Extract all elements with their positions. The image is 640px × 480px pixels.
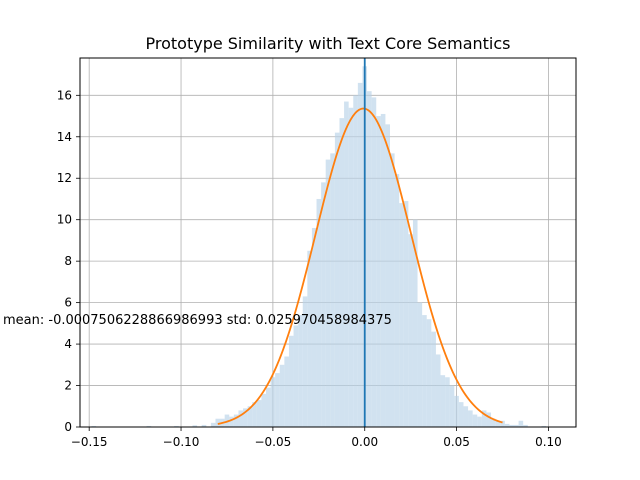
y-tick-label: 4	[64, 337, 72, 351]
histogram-bar	[229, 416, 234, 427]
histogram-bar	[390, 153, 395, 427]
histogram-bar	[422, 315, 427, 427]
histogram-bar	[302, 296, 308, 427]
histogram-bar	[440, 375, 446, 427]
y-tick-label: 6	[64, 296, 72, 310]
histogram-bar	[417, 302, 423, 427]
histogram-bar	[91, 425, 97, 427]
histogram-bar	[385, 124, 390, 427]
histogram-bar	[541, 425, 547, 427]
histogram-bar	[445, 377, 450, 427]
histogram-bar	[316, 198, 322, 427]
histogram-bar	[500, 420, 505, 427]
x-tick-label: 0.00	[351, 435, 378, 449]
histogram-bar	[514, 424, 519, 427]
histogram-bar	[233, 414, 239, 427]
histogram-bar	[504, 423, 510, 427]
histogram-bar	[357, 82, 363, 427]
histogram-bar	[321, 182, 326, 427]
histogram-bar	[412, 219, 418, 427]
histogram-bar	[174, 425, 179, 427]
histogram-bar	[454, 395, 459, 427]
histogram-bar	[275, 373, 280, 427]
histogram-bar	[468, 410, 473, 427]
x-tick-label: −0.10	[163, 435, 200, 449]
histogram-bars	[91, 66, 547, 428]
stats-annotation: mean: -0.0007506228866986993 std: 0.0259…	[3, 313, 392, 328]
histogram-bar	[330, 153, 335, 427]
histogram-bar	[215, 418, 221, 427]
histogram-bar	[431, 331, 436, 427]
histogram-bar	[486, 412, 492, 427]
histogram-bar	[279, 364, 285, 427]
histogram-bar	[293, 325, 299, 427]
histogram-bar	[403, 201, 409, 427]
histogram-bar	[408, 234, 413, 427]
x-tick-label: 0.05	[443, 435, 470, 449]
gaussian-fit-layer	[217, 107, 503, 425]
histogram-bar	[311, 227, 317, 427]
histogram-bar	[238, 410, 244, 427]
y-tick-label: 12	[57, 171, 72, 185]
histogram-bar	[288, 335, 294, 427]
x-tick-label: 0.10	[535, 435, 562, 449]
histogram-bar	[243, 408, 248, 427]
y-tick-label: 8	[64, 254, 72, 268]
histogram-bar	[307, 250, 312, 427]
histogram-bar	[348, 107, 354, 427]
histogram-bar	[463, 406, 469, 427]
histogram-bar	[325, 159, 331, 427]
y-tick-label: 14	[57, 130, 72, 144]
chart-title: Prototype Similarity with Text Core Sema…	[146, 34, 511, 53]
histogram-bar	[523, 424, 528, 427]
y-tick-label: 0	[64, 420, 72, 434]
y-axis-ticks: 0 2 4 6 8 10 12 14 16	[57, 88, 80, 434]
histogram-bar	[252, 402, 257, 427]
y-tick-label: 10	[57, 213, 72, 227]
histogram-bar	[367, 91, 372, 427]
histogram-bar	[371, 97, 377, 428]
histogram-bar	[477, 416, 482, 427]
histogram-bar	[210, 422, 216, 427]
y-tick-label: 16	[57, 88, 72, 102]
x-axis-ticks: −0.15 −0.10 −0.05 0.00 0.05 0.10	[71, 427, 562, 449]
histogram-bar	[266, 387, 271, 427]
histogram-bar	[339, 118, 345, 427]
gaussian-fit-curve	[217, 107, 503, 425]
histogram-bar	[435, 354, 441, 427]
histogram-bar	[509, 424, 514, 427]
histogram-bar	[399, 203, 404, 427]
histogram-bar	[495, 420, 501, 427]
histogram-bar	[284, 356, 289, 427]
histogram-bar	[472, 414, 478, 427]
histogram-bar	[518, 420, 524, 427]
histogram-bar	[353, 95, 358, 427]
histogram-bar	[380, 113, 386, 427]
histogram-bar	[458, 402, 464, 427]
histogram-bar	[426, 319, 432, 427]
y-tick-label: 2	[64, 379, 72, 393]
histogram-bar	[394, 174, 400, 427]
histogram-bar	[256, 400, 262, 427]
histogram-bar	[481, 410, 487, 427]
histogram-bar	[270, 377, 276, 427]
histogram-bar	[261, 393, 266, 427]
histogram-bar	[201, 424, 207, 427]
histogram-bar	[146, 425, 152, 427]
histogram-bar	[376, 116, 381, 427]
histogram-bar	[491, 418, 496, 427]
histogram-bar	[344, 101, 349, 428]
histogram-bar	[298, 315, 303, 427]
histogram-bar	[192, 425, 198, 427]
histogram-bar	[247, 406, 253, 427]
plot-frame	[79, 57, 577, 428]
x-tick-label: −0.15	[71, 435, 108, 449]
x-tick-label: −0.05	[254, 435, 291, 449]
histogram-bar	[449, 385, 455, 427]
histogram-bar	[334, 132, 340, 427]
